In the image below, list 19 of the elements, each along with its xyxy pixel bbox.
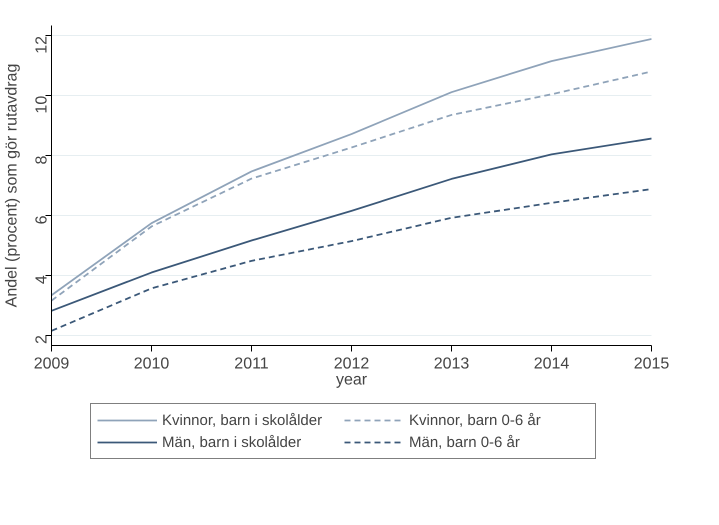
x-tick-label: 2011: [234, 356, 269, 372]
legend-label: Män, barn i skolålder: [162, 434, 302, 450]
x-tick-label: 2010: [134, 356, 170, 372]
legend-label: Kvinnor, barn i skolålder: [162, 412, 324, 428]
x-tick-label: 2014: [534, 356, 570, 372]
x-axis-title: year: [336, 372, 368, 388]
legend-label: Män, barn 0-6 år: [409, 434, 521, 450]
x-tick-label: 2013: [434, 356, 470, 372]
y-tick-label: 2: [34, 334, 50, 344]
x-tick-label: 2012: [334, 356, 370, 372]
y-tick-label: 6: [34, 215, 50, 224]
y-tick-label: 10: [34, 96, 50, 114]
y-tick-label: 4: [34, 275, 50, 284]
y-axis-title: Andel (procent) som gör rutavdrag: [4, 64, 20, 308]
x-tick-label: 2009: [34, 356, 70, 372]
legend-label: Kvinnor, barn 0-6 år: [409, 412, 542, 428]
x-tick-label: 2015: [634, 356, 670, 372]
y-tick-label: 8: [34, 155, 50, 164]
y-tick-label: 12: [34, 36, 50, 54]
